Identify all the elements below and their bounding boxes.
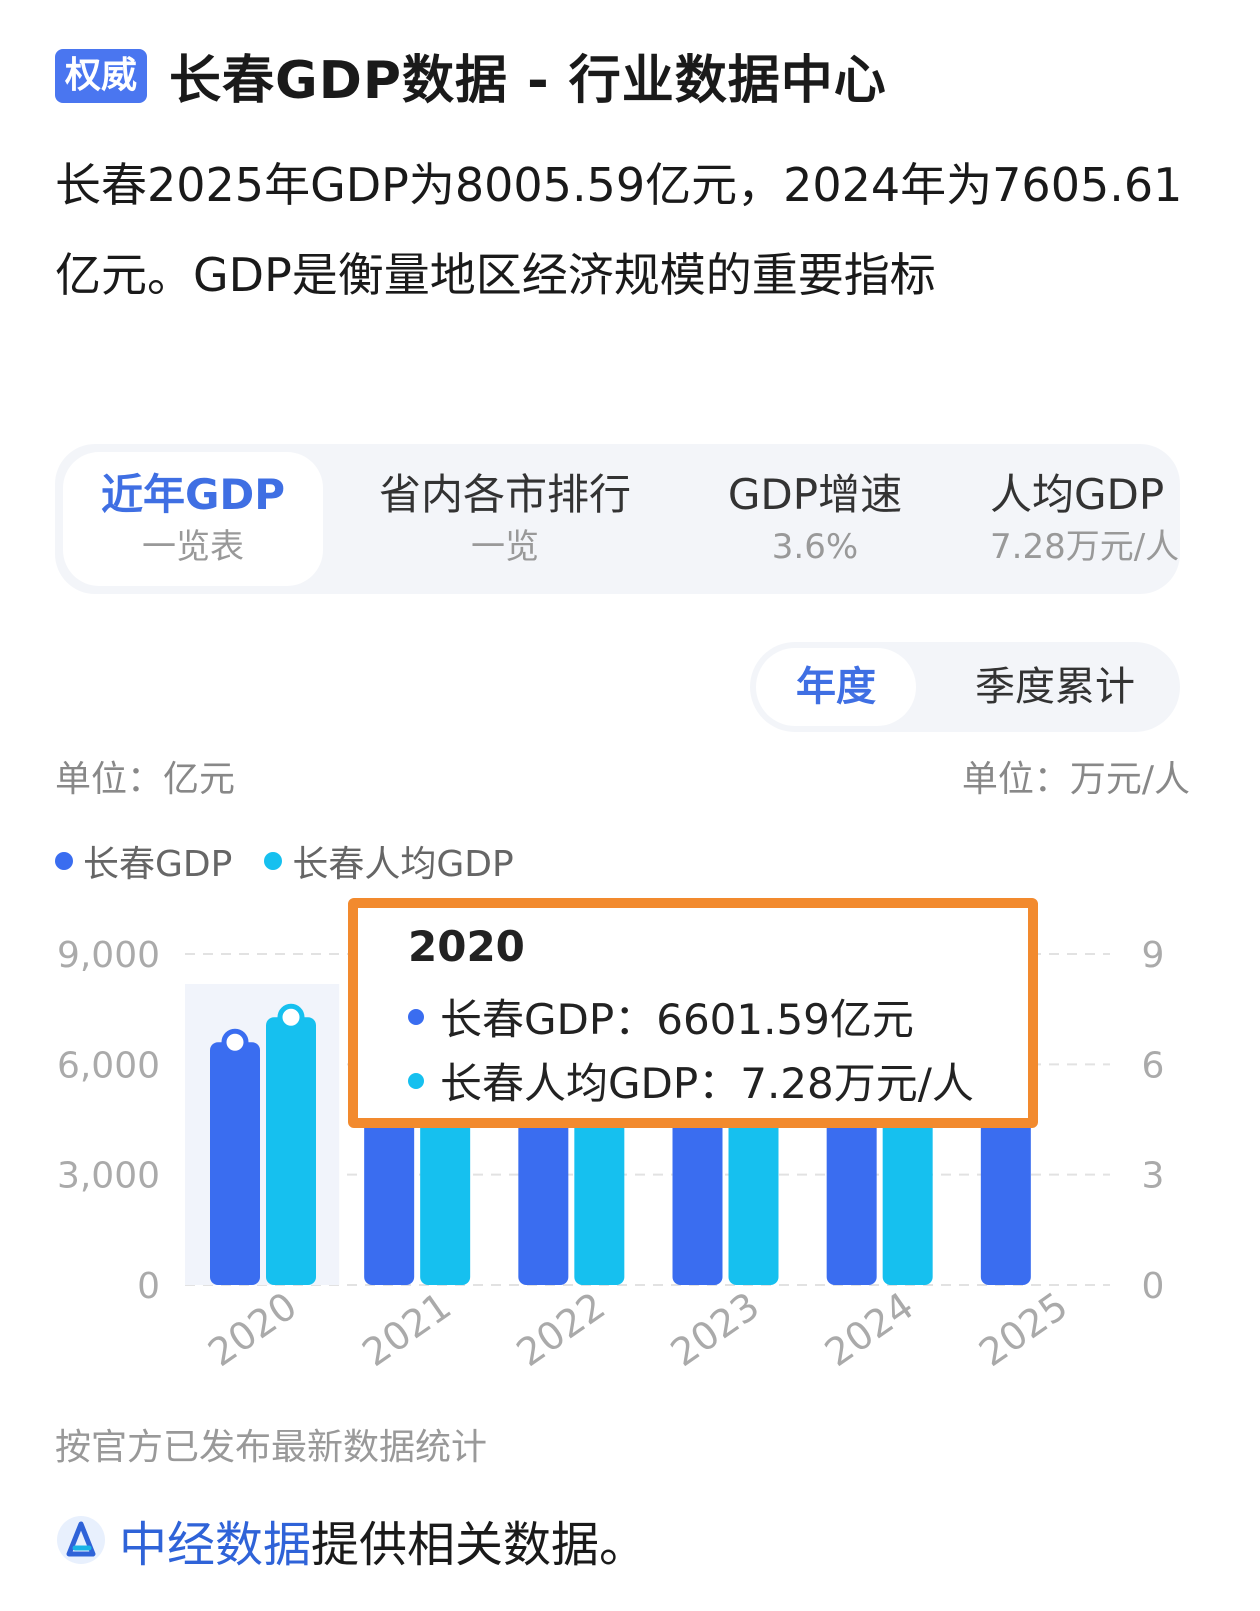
chart-tooltip: 2020 长春GDP： 6601.59亿元 长春人均GDP： 7.28万元/人: [348, 898, 1038, 1128]
tab-label: GDP增速: [727, 470, 903, 519]
tab-sub: 一览表: [142, 527, 244, 567]
tab-bar: 近年GDP 一览表 省内各市排行 一览 GDP增速 3.6% 人均GDP 7.2…: [55, 444, 1180, 594]
legend-label: 长春人均GDP: [292, 844, 514, 885]
tooltip-gdp-label: 长春GDP：: [440, 995, 657, 1044]
page-title[interactable]: 长春GDP数据 - 行业数据中心: [169, 51, 887, 111]
toggle-quarterly[interactable]: 季度累计: [975, 664, 1135, 710]
tab-label: 人均GDP: [990, 470, 1165, 519]
tab-per-capita-gdp[interactable]: 人均GDP 7.28万元/人: [990, 444, 1180, 594]
legend-item-gdp[interactable]: 长春GDP: [55, 835, 232, 887]
y-left-tick-label: 3,000: [57, 1156, 160, 1197]
left-axis-unit: 单位：亿元: [55, 759, 236, 800]
y-right-tick-label: 0: [1142, 1266, 1165, 1307]
x-tick-label: 2025: [971, 1284, 1075, 1376]
tooltip-gdp-value: 6601.59亿元: [656, 995, 914, 1044]
tooltip-per-capita-label: 长春人均GDP：: [440, 1059, 741, 1108]
y-left-tick-label: 0: [137, 1266, 160, 1307]
tab-sub: 一览: [471, 527, 539, 567]
tab-sub: 3.6%: [771, 527, 859, 567]
summary-text: 长春2025年GDP为8005.59亿元，2024年为7605.61亿元。GDP…: [55, 158, 1183, 302]
chart-legend: 长春GDP 长春人均GDP: [55, 835, 546, 887]
provider-brand-link[interactable]: 中经数据: [119, 1517, 312, 1573]
x-tick-label: 2024: [817, 1284, 921, 1376]
bar-per-capita: [266, 1017, 316, 1285]
bar-marker: [221, 1028, 249, 1056]
tab-sub: 7.28万元/人: [990, 527, 1180, 567]
toggle-annual[interactable]: 年度: [756, 648, 916, 726]
page-header: 权威 长春GDP数据 - 行业数据中心: [55, 38, 887, 113]
hover-band: [185, 984, 340, 1285]
y-right-tick-label: 3: [1142, 1156, 1165, 1197]
bar-marker: [277, 1003, 305, 1031]
tab-gdp-growth[interactable]: GDP增速 3.6%: [705, 444, 925, 594]
tab-recent-gdp[interactable]: 近年GDP 一览表: [63, 452, 323, 586]
y-right-tick-label: 6: [1142, 1045, 1165, 1086]
authority-badge: 权威: [55, 48, 148, 103]
legend-item-per-capita[interactable]: 长春人均GDP: [264, 835, 514, 887]
y-right-tick-label: 9: [1142, 935, 1165, 976]
bar-gdp: [210, 1042, 260, 1285]
right-axis-unit: 单位：万元/人: [961, 759, 1190, 800]
x-tick-label: 2023: [663, 1284, 767, 1376]
tooltip-dot: [408, 1008, 424, 1025]
legend-label: 长春GDP: [83, 844, 233, 885]
y-left-tick-label: 6,000: [57, 1045, 160, 1086]
provider-logo-icon: [57, 1516, 105, 1564]
tab-label: 近年GDP: [100, 470, 286, 519]
tooltip-dot: [408, 1072, 424, 1089]
x-tick-label: 2021: [354, 1284, 458, 1376]
provider-suffix: 提供相关数据。: [311, 1517, 648, 1573]
tooltip-year: 2020: [408, 922, 525, 971]
data-source-note: 按官方已发布最新数据统计: [55, 1427, 488, 1468]
tooltip-per-capita-row: 长春人均GDP： 7.28万元/人: [408, 1050, 974, 1111]
tab-label: 省内各市排行: [378, 470, 631, 519]
data-provider: 中经数据 提供相关数据。: [55, 1505, 647, 1575]
x-tick-label: 2022: [509, 1284, 613, 1376]
gdp-bar-chart[interactable]: 0 0 3,000 3 6,000 6 9,000 9 2020 2021 2022 2023 2024…: [0, 900, 1260, 1420]
tooltip-gdp-row: 长春GDP： 6601.59亿元: [408, 986, 914, 1047]
x-tick-label: 2020: [200, 1284, 304, 1376]
legend-dot: [264, 852, 283, 870]
tooltip-per-capita-value: 7.28万元/人: [740, 1059, 974, 1108]
tab-province-ranking[interactable]: 省内各市排行 一览: [355, 444, 655, 594]
y-left-tick-label: 9,000: [57, 935, 160, 976]
period-toggle: 年度 季度累计: [750, 642, 1180, 732]
legend-dot: [55, 852, 73, 870]
